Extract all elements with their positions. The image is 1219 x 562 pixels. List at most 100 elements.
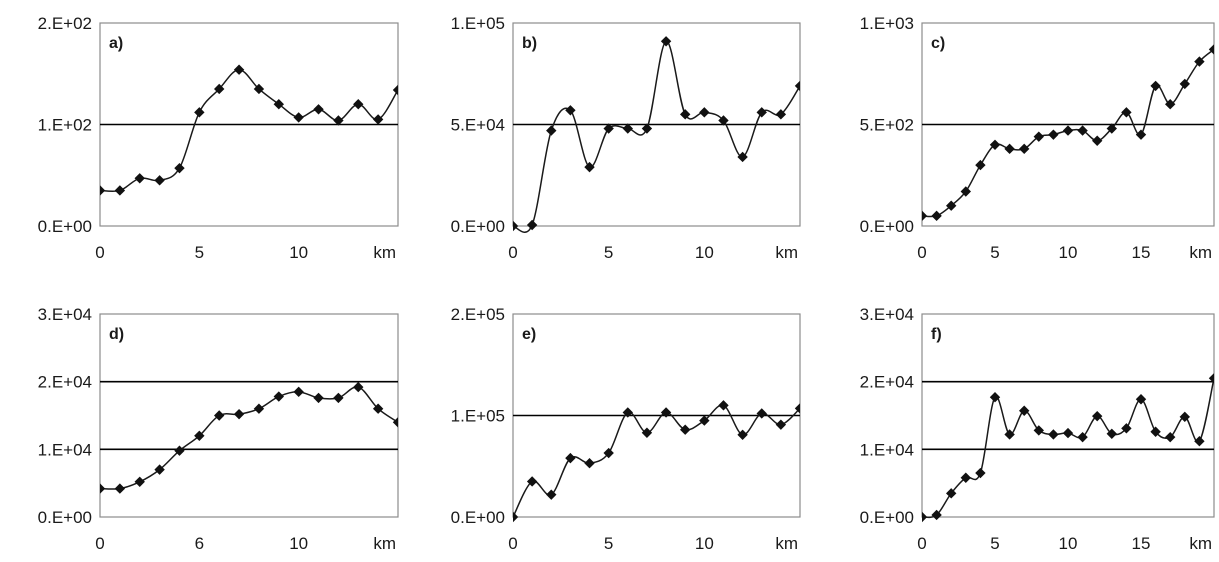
data-point-marker [603,447,614,459]
y-tick-label: 1.E+04 [38,440,92,459]
data-point-marker [931,210,942,222]
data-point-marker [680,109,691,120]
data-point-marker [1004,143,1015,155]
data-point-marker [100,483,106,494]
panel-label: d) [109,326,124,343]
x-axis-unit-label: km [373,243,396,262]
panel-f: 0.E+00 1.E+04 2.E+04 3.E+04 0 5 10 15 km f) [860,305,1215,553]
x-axis-unit-label: km [373,534,396,553]
data-point-marker [333,115,344,126]
y-tick-label: 1.E+05 [451,407,505,426]
y-tick-label: 2.E+04 [38,373,92,392]
series-line [100,386,398,490]
data-point-marker [546,489,557,500]
data-point-marker [699,415,710,426]
data-point-marker [1150,426,1161,437]
y-tick-label: 0.E+00 [860,508,914,527]
data-point-marker [1208,373,1214,384]
x-tick-label: 0 [508,243,517,262]
data-point-marker [584,161,595,173]
panel-d: 0.E+00 1.E+04 2.E+04 3.E+04 0 6 10 km d) [38,305,399,553]
panel-c: 0.E+00 5.E+02 1.E+03 0 5 10 15 km c) [860,14,1215,262]
x-tick-label: 0 [917,534,926,553]
data-point-marker [584,458,595,469]
x-tick-label: 6 [195,534,204,553]
data-point-marker [960,186,971,197]
data-point-marker [946,200,957,211]
data-point-marker [960,472,971,483]
data-point-marker [214,83,225,95]
data-point-marker [975,159,986,171]
x-tick-label: 0 [95,534,104,553]
data-point-marker [737,151,748,163]
data-point-marker [392,84,398,96]
data-point-marker [1194,56,1205,67]
y-tick-label: 5.E+04 [451,116,505,135]
y-tick-label: 0.E+00 [451,508,505,527]
data-point-marker [1208,44,1214,55]
data-point-marker [353,99,364,110]
data-point-marker [253,83,265,95]
series-line [100,68,398,193]
x-tick-label: 0 [508,534,517,553]
data-point-marker [1077,431,1088,443]
data-point-marker [931,509,942,521]
x-tick-label: 5 [604,534,613,553]
data-point-marker [565,452,576,464]
data-point-marker [975,467,986,479]
y-tick-label: 3.E+04 [860,305,914,324]
data-point-marker [1150,80,1161,92]
data-point-marker [794,403,800,414]
panel-b: 0.E+00 5.E+04 1.E+05 0 5 10 km b) [451,14,801,262]
data-point-marker [1121,107,1132,118]
x-tick-label: 0 [917,243,926,262]
y-tick-label: 1.E+04 [860,440,914,459]
data-point-marker [1135,394,1147,405]
plot-frame [921,313,1215,518]
y-tick-label: 0.E+00 [38,508,92,527]
data-point-marker [603,123,614,134]
panel-label: a) [109,35,123,52]
data-point-marker [1077,125,1088,136]
data-point-marker [293,386,304,398]
data-point-marker [718,115,729,126]
y-tick-label: 0.E+00 [451,217,505,236]
data-point-marker [372,114,384,125]
data-point-marker [1092,410,1103,422]
data-point-marker [775,109,787,120]
x-tick-label: 0 [95,243,104,262]
panel-e: 0.E+00 1.E+05 2.E+05 0 5 10 km e) [451,305,801,553]
data-point-marker [989,392,1001,403]
y-tick-label: 0.E+00 [860,217,914,236]
x-tick-label: 10 [1059,243,1078,262]
data-point-marker [1179,78,1190,90]
y-tick-label: 1.E+03 [860,14,914,33]
data-point-marker [526,219,538,231]
data-series [922,373,1214,523]
data-point-marker [392,417,398,428]
data-point-marker [922,511,928,523]
x-tick-label: 15 [1132,243,1151,262]
y-tick-label: 2.E+02 [38,14,92,33]
data-point-marker [1092,135,1103,146]
x-tick-label: 10 [289,243,308,262]
plot-frame [99,313,399,518]
data-point-marker [253,403,265,414]
y-tick-label: 1.E+02 [38,116,92,135]
series-line [922,378,1214,519]
data-point-marker [718,400,729,411]
data-point-marker [1121,423,1132,434]
data-point-marker [134,476,145,488]
data-point-marker [273,99,284,110]
data-point-marker [1106,428,1117,439]
y-tick-label: 0.E+00 [38,217,92,236]
data-point-marker [293,112,304,123]
data-point-marker [699,107,710,118]
data-point-marker [114,185,126,196]
series-line [513,40,800,233]
data-point-marker [756,408,767,419]
data-point-marker [100,185,106,196]
data-point-marker [1062,427,1074,439]
data-point-marker [1004,429,1015,440]
